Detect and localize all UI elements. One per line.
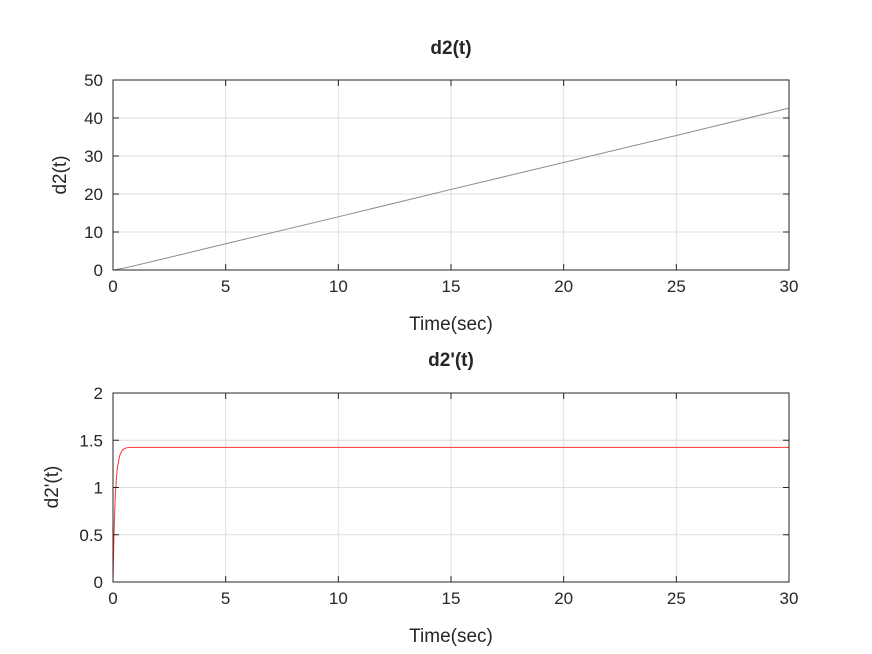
x-tick-label: 20 bbox=[554, 277, 573, 296]
x-axis-label: Time(sec) bbox=[409, 314, 493, 335]
x-tick-labels: 0 5 10 15 20 25 30 bbox=[108, 589, 798, 608]
y-tick-label: 0 bbox=[94, 261, 103, 280]
x-tick-label: 30 bbox=[780, 277, 799, 296]
x-axis-label: Time(sec) bbox=[409, 626, 493, 647]
y-tick-label: 1.5 bbox=[79, 431, 103, 450]
y-axis-label: d2'(t) bbox=[42, 466, 63, 509]
y-tick-label: 0.5 bbox=[79, 526, 103, 545]
y-tick-label: 2 bbox=[94, 384, 103, 403]
x-tick-label: 20 bbox=[554, 589, 573, 608]
subplot-d2-prime: 0 5 10 15 20 25 30 00.511.52 d2'(t) Time(sec) … bbox=[42, 350, 798, 647]
x-tick-label: 0 bbox=[108, 277, 117, 296]
series-lines bbox=[112, 446, 789, 583]
x-tick-label: 15 bbox=[442, 589, 461, 608]
y-tick-label: 10 bbox=[84, 223, 103, 242]
chart-title: d2(t) bbox=[430, 38, 471, 59]
series-lines bbox=[112, 107, 790, 271]
x-tick-label: 25 bbox=[667, 277, 686, 296]
x-tick-label: 10 bbox=[329, 277, 348, 296]
x-tick-label: 5 bbox=[221, 277, 230, 296]
series-line bbox=[112, 446, 789, 583]
x-tick-label: 15 bbox=[442, 277, 461, 296]
y-tick-label: 1 bbox=[94, 479, 103, 498]
y-tick-labels: 0 10 20 30 40 50 bbox=[84, 71, 103, 280]
y-tick-label: 40 bbox=[84, 109, 103, 128]
tick-marks bbox=[112, 79, 790, 271]
x-tick-label: 5 bbox=[221, 589, 230, 608]
x-tick-label: 0 bbox=[108, 589, 117, 608]
x-tick-label: 10 bbox=[329, 589, 348, 608]
chart-title: d2'(t) bbox=[428, 350, 474, 371]
series-line bbox=[112, 107, 790, 271]
y-tick-label: 20 bbox=[84, 185, 103, 204]
x-tick-label: 30 bbox=[780, 589, 799, 608]
y-axis-label: d2(t) bbox=[50, 155, 71, 194]
x-tick-label: 25 bbox=[667, 589, 686, 608]
y-tick-label: 30 bbox=[84, 147, 103, 166]
y-tick-label: 0 bbox=[94, 573, 103, 592]
x-tick-labels: 0 5 10 15 20 25 30 bbox=[108, 277, 798, 296]
subplot-d2: 0 5 10 15 20 25 30 0 10 20 30 40 50 d2(t) Time(sec)… bbox=[50, 38, 798, 335]
y-tick-label: 50 bbox=[84, 71, 103, 90]
y-tick-labels: 0 0.5 1 1.5 2 bbox=[79, 384, 103, 592]
tick-marks bbox=[112, 392, 790, 583]
